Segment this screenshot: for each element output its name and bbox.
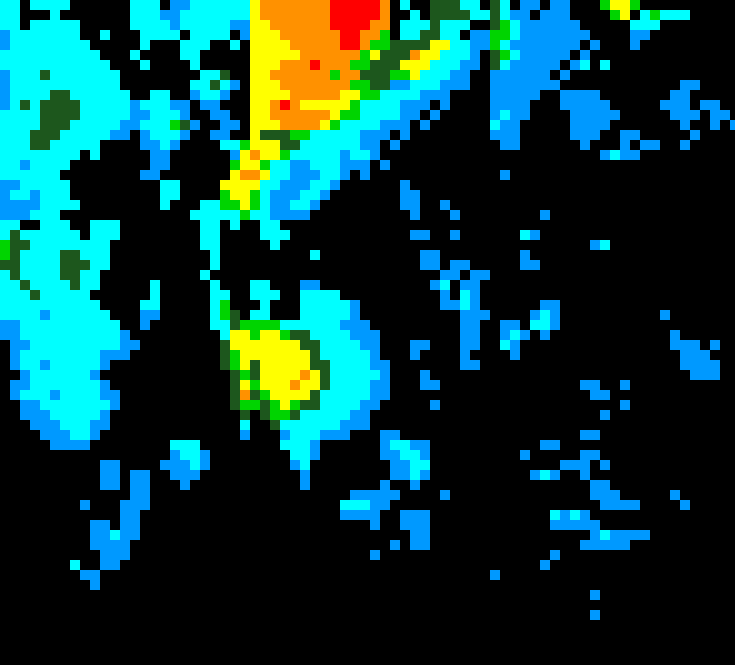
radar-image — [0, 0, 735, 665]
radar-screen — [0, 0, 735, 665]
